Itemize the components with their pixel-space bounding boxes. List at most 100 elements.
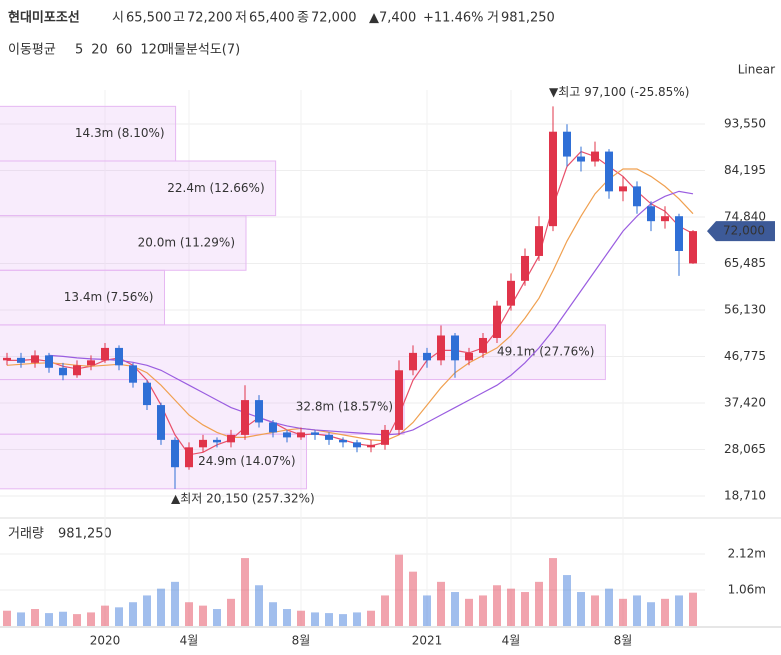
candle-body [283,432,291,438]
candle-body [31,355,39,363]
candle-body [535,226,543,256]
y-tick-label: 18,710 [724,488,766,502]
change: ▲7,400 [369,11,416,26]
field-value: 981,250 [501,11,555,26]
candle-body [549,131,557,227]
field-label: 고 [173,11,185,26]
ma-legend[interactable]: 120 [140,43,165,58]
y-tick-label: 46,775 [724,349,766,363]
ma-legend[interactable]: 60 [116,43,133,58]
candle-body [87,360,95,366]
candle-body [353,442,361,448]
volume-bar [73,614,81,626]
candle-body [619,186,627,192]
candle-body [73,365,81,376]
y-tick-label: 84,195 [724,163,766,177]
x-tick-label: 4월 [502,634,521,648]
candle-body [143,382,151,406]
profile-title[interactable]: 매물분석도(7) [162,43,240,58]
candle-body [521,255,529,281]
volume-bar [619,598,627,626]
volume-bar [605,588,613,626]
volume-bar [45,613,53,626]
candle-body [17,357,25,363]
volume-bar [325,613,333,626]
volume-bar [423,595,431,626]
profile-label: 49.1m (27.76%) [497,345,594,359]
y-tick-label: 74,840 [724,209,766,223]
volume-bar [31,609,39,626]
volume-value: 981,250 [58,527,112,542]
candle-body [171,439,179,468]
field-label: 종 [297,11,309,26]
field-value: 72,200 [187,11,233,26]
y-tick-label: 28,065 [724,442,766,456]
volume-bar [59,611,67,626]
field-value: 72,000 [311,11,357,26]
v-tick-label: 1.06m [728,583,766,597]
ma-title[interactable]: 이동평균 [8,43,56,58]
candle-body [661,216,669,222]
volume-bar [689,592,697,626]
y-tick-label: 65,485 [724,256,766,270]
volume-title: 거래량 [8,527,44,542]
x-tick-label: 2020 [90,634,121,648]
ma-line [48,190,694,436]
ma-legend[interactable]: 20 [91,43,108,58]
profile-label: 13.4m (7.56%) [64,290,154,304]
profile-band [0,433,308,490]
candle-body [633,186,641,207]
volume-bar [199,605,207,626]
volume-bar [577,592,585,626]
ma-legend[interactable]: 5 [75,43,83,58]
candle-body [59,367,67,376]
candle-body [409,352,417,371]
candle-body [563,131,571,157]
volume-bar [157,588,165,626]
field-label: 시 [112,11,124,26]
candle-body [675,216,683,251]
x-tick-label: 2021 [412,634,443,648]
scale-label[interactable]: Linear [738,63,775,77]
profile-band [0,215,247,271]
price-tag [707,221,775,242]
candle-body [157,405,165,440]
volume-bar [451,592,459,626]
volume-bar [647,602,655,626]
volume-bar [311,612,319,626]
candle-body [395,370,403,430]
candle-body [689,231,697,264]
candle-body [213,439,221,443]
candle-body [3,357,11,361]
volume-bar [185,602,193,626]
candle-body [605,151,613,192]
profile-label: 24.9m (14.07%) [198,454,295,468]
volume-bar [115,607,123,626]
volume-bar [297,610,305,626]
y-tick-label: 56,130 [724,302,766,316]
volume-bar [381,595,389,626]
profile-band [0,379,405,435]
volume-bar [227,598,235,626]
candle-body [185,447,193,468]
volume-bar [661,598,669,626]
x-tick-label: 8월 [614,634,633,648]
candle-body [507,280,515,306]
candle-body [437,335,445,361]
profile-label: 32.8m (18.57%) [296,399,393,413]
volume-bar [283,609,291,626]
candle-body [381,429,389,445]
volume-bar [437,581,445,626]
candle-body [451,335,459,361]
volume-bar [367,610,375,626]
field-value: 65,500 [126,11,172,26]
candle-body [129,365,137,383]
profile-label: 22.4m (12.66%) [167,181,264,195]
candle-body [101,347,109,361]
stock-name: 현대미포조선 [8,10,80,26]
change-pct: +11.46% [423,11,483,26]
candle-body [465,352,473,361]
x-tick-label: 8월 [292,634,311,648]
volume-bar [269,602,277,626]
